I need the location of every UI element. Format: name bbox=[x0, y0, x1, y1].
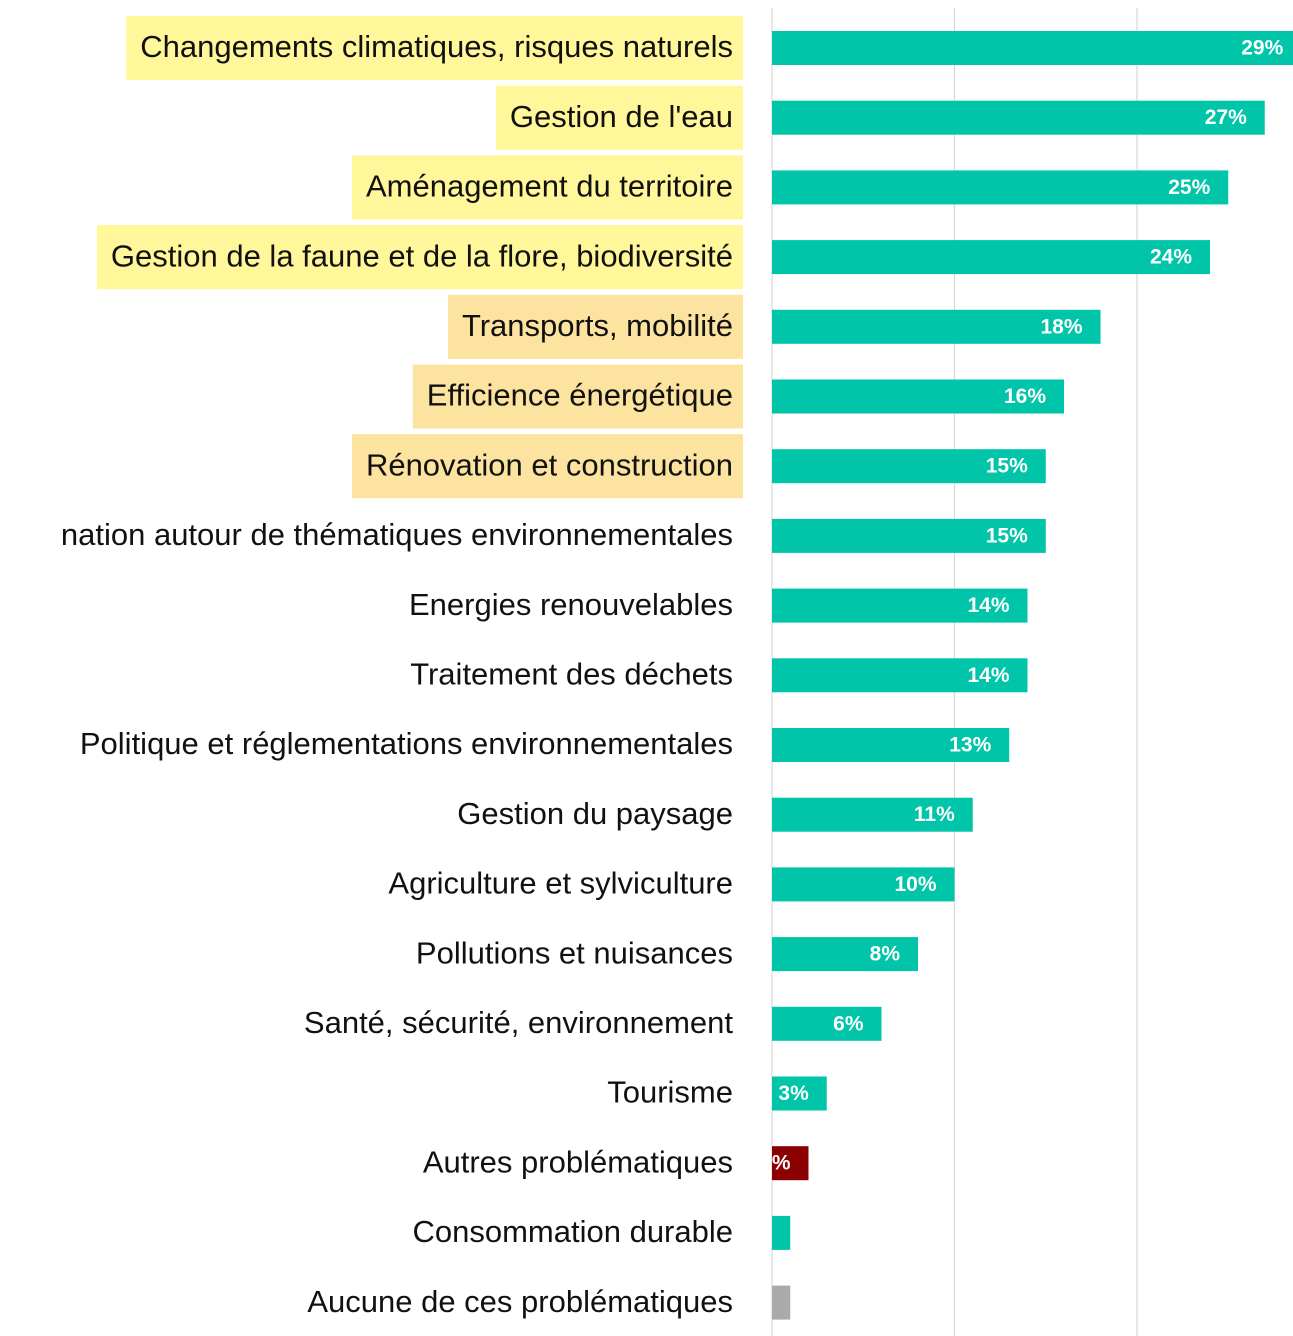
category-label: Autres problématiques bbox=[423, 1144, 733, 1179]
category-label: Santé, sécurité, environnement bbox=[304, 1005, 733, 1040]
bar bbox=[772, 588, 1028, 623]
highlight bbox=[412, 364, 743, 429]
category-label: Pollutions et nuisances bbox=[416, 935, 733, 970]
bar bbox=[772, 1076, 827, 1111]
category-labels: Changements climatiques, risques naturel… bbox=[61, 29, 733, 1319]
value-label: 18% bbox=[1040, 315, 1082, 338]
value-label: 11% bbox=[914, 803, 955, 826]
bars bbox=[772, 31, 1293, 1320]
value-labels: 29% 27% 25% 24% 18% 16% 15% 15% 14% 14% 13% 11% 10% 8… bbox=[760, 37, 1284, 1175]
highlight bbox=[126, 16, 743, 80]
bar bbox=[772, 309, 1101, 344]
category-label: Consommation durable bbox=[412, 1214, 733, 1249]
value-label: 14% bbox=[967, 594, 1009, 617]
category-label: Traitement des déchets bbox=[410, 656, 733, 691]
category-label: Gestion de l'eau bbox=[510, 99, 733, 134]
bar bbox=[772, 728, 1010, 762]
category-label: Tourisme bbox=[607, 1075, 733, 1110]
category-label: Transports, mobilité bbox=[462, 308, 733, 343]
category-label: Gestion du paysage bbox=[457, 796, 733, 831]
category-label: Changements climatiques, risques naturel… bbox=[140, 29, 733, 64]
value-label: 16% bbox=[1004, 385, 1046, 408]
value-label: 14% bbox=[967, 664, 1009, 687]
bar bbox=[772, 1006, 882, 1041]
bar bbox=[772, 518, 1046, 553]
value-label: 15% bbox=[986, 455, 1028, 478]
highlight bbox=[96, 225, 743, 290]
bar bbox=[772, 379, 1064, 414]
highlights bbox=[96, 16, 743, 499]
value-label: 10% bbox=[894, 873, 936, 896]
bar bbox=[772, 240, 1210, 275]
bar bbox=[772, 170, 1229, 205]
bar bbox=[772, 937, 918, 972]
value-label: 6% bbox=[833, 1012, 864, 1035]
value-label: 13% bbox=[949, 734, 991, 757]
category-label: Gestion de la faune et de la flore, biod… bbox=[111, 238, 733, 273]
bar bbox=[772, 797, 973, 832]
value-label: 8% bbox=[870, 943, 901, 966]
category-label: nation autour de thématiques environneme… bbox=[61, 517, 733, 552]
highlight bbox=[495, 85, 743, 150]
category-label: Energies renouvelables bbox=[409, 587, 733, 622]
category-label: Efficience énergétique bbox=[427, 378, 733, 413]
bar bbox=[772, 1146, 809, 1181]
highlight bbox=[351, 155, 743, 220]
bar bbox=[772, 449, 1046, 484]
category-label: Aucune de ces problématiques bbox=[307, 1284, 733, 1319]
highlight bbox=[447, 294, 743, 359]
value-label: 24% bbox=[1150, 246, 1192, 269]
highlight bbox=[351, 434, 743, 499]
bar bbox=[772, 867, 955, 902]
bar bbox=[772, 1285, 791, 1320]
value-label: 15% bbox=[986, 524, 1028, 547]
value-label: 29% bbox=[1241, 37, 1283, 60]
category-label: Aménagement du territoire bbox=[366, 169, 733, 204]
bar bbox=[772, 31, 1293, 65]
category-label: Agriculture et sylviculture bbox=[388, 866, 733, 901]
category-label: Rénovation et construction bbox=[366, 447, 733, 482]
bar bbox=[772, 100, 1265, 135]
value-label: 3% bbox=[778, 1082, 809, 1105]
bar bbox=[772, 658, 1028, 693]
category-label: Politique et réglementations environneme… bbox=[80, 726, 733, 761]
value-label: 25% bbox=[1168, 176, 1210, 199]
bar bbox=[772, 1215, 791, 1250]
value-label: 27% bbox=[1205, 106, 1247, 129]
value-label: 2% bbox=[760, 1152, 791, 1175]
